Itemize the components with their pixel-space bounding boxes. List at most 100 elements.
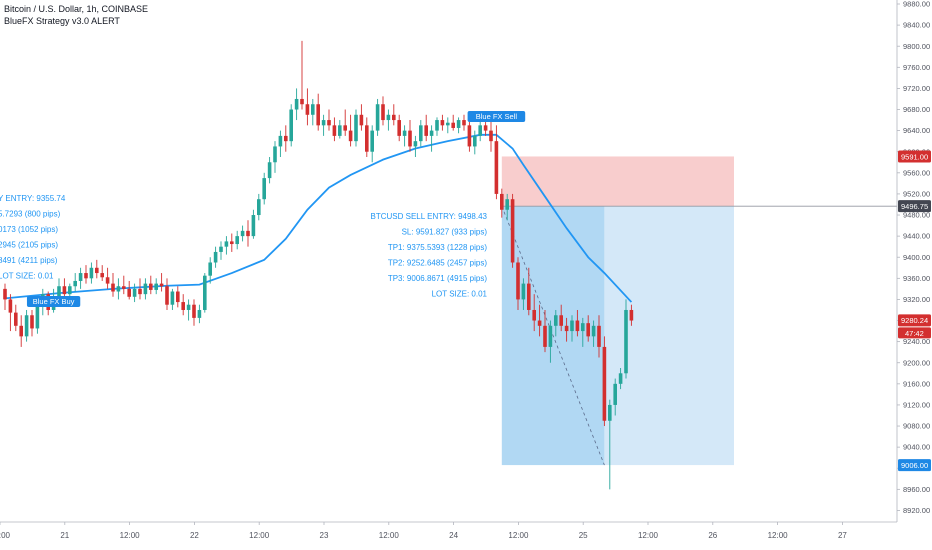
candle-body	[289, 109, 293, 142]
x-tick-label: 21	[60, 531, 69, 540]
candle-body	[375, 104, 380, 131]
candle	[581, 317, 585, 347]
candle	[510, 193, 515, 268]
candle-body	[8, 299, 13, 313]
chart-title: Bitcoin / U.S. Dollar, 1h, COINBASE	[4, 4, 148, 14]
y-tick-label: 9360.00	[903, 274, 930, 283]
candle-body	[516, 262, 520, 300]
candle	[89, 262, 94, 284]
candle-body	[311, 104, 315, 115]
y-tick-label: 9200.00	[903, 358, 930, 367]
candle-body	[14, 312, 18, 326]
candle	[332, 117, 337, 142]
x-tick-label: 20:00	[0, 531, 11, 540]
candle-body	[602, 346, 607, 421]
candle-body	[381, 104, 385, 121]
candle-body	[440, 120, 445, 126]
candle	[564, 317, 569, 342]
candle	[618, 368, 623, 390]
candle-body	[35, 304, 40, 329]
price-badge	[898, 459, 931, 472]
buy-annotation-line: 8491 (4211 pips)	[0, 256, 58, 265]
y-tick-label: 9880.00	[903, 0, 930, 9]
candle	[500, 188, 504, 218]
candle-body	[224, 241, 229, 247]
candle	[608, 399, 612, 490]
candle-body	[321, 120, 326, 126]
candle	[267, 156, 272, 184]
candle	[516, 257, 520, 310]
candle-body	[192, 304, 196, 318]
candle	[122, 275, 126, 295]
price-axis-bg	[897, 0, 932, 550]
candle	[354, 109, 358, 147]
candle	[278, 130, 283, 157]
candle	[397, 114, 401, 142]
candle	[78, 267, 83, 289]
candle-body	[467, 125, 472, 147]
candle-body	[505, 199, 509, 210]
candle	[143, 278, 148, 300]
candle-body	[284, 135, 288, 142]
candle	[456, 117, 461, 134]
candle	[554, 309, 558, 337]
y-tick-label: 9800.00	[903, 42, 930, 51]
candle	[424, 114, 428, 142]
candle	[321, 114, 326, 136]
candle	[451, 114, 455, 131]
candle-body	[397, 120, 401, 136]
candle-body	[127, 288, 131, 297]
candle	[413, 135, 418, 157]
x-tick-label: 27	[838, 531, 847, 540]
y-tick-label: 9120.00	[903, 401, 930, 410]
candle	[95, 259, 99, 279]
candle-body	[203, 275, 207, 310]
candle	[230, 233, 234, 252]
candle	[478, 120, 482, 142]
candle-body	[581, 323, 585, 332]
candle-body	[597, 325, 601, 347]
candle-body	[500, 193, 504, 210]
candle-body	[408, 130, 412, 147]
candle-body	[273, 146, 277, 163]
candle-body	[424, 125, 428, 136]
candle-body	[278, 135, 283, 147]
candle	[559, 304, 563, 332]
candle	[197, 304, 202, 324]
x-tick-label: 22	[190, 531, 199, 540]
stop-loss-zone	[501, 156, 734, 207]
candle-body	[132, 288, 137, 297]
candle-body	[570, 320, 574, 332]
candle-body	[348, 130, 353, 142]
candle-body	[305, 104, 310, 115]
candle	[208, 257, 212, 284]
candle	[375, 98, 380, 136]
candle	[316, 93, 320, 131]
candle	[338, 120, 342, 139]
candle-body	[456, 120, 461, 128]
candle	[181, 294, 185, 316]
candle-body	[230, 241, 234, 245]
candle-body	[575, 320, 580, 332]
candle-body	[429, 130, 434, 136]
take-profit-zone-extended	[604, 206, 734, 466]
x-tick-label: 12:00	[638, 531, 659, 540]
candle-body	[608, 404, 612, 421]
candle-body	[446, 122, 450, 126]
candle	[402, 125, 407, 147]
candle	[408, 120, 412, 152]
candle-body	[143, 283, 148, 295]
y-tick-label: 9720.00	[903, 84, 930, 93]
x-tick-label: 25	[579, 531, 588, 540]
candle	[170, 288, 175, 310]
candle	[284, 125, 288, 152]
candle	[84, 265, 88, 284]
price-badge-label: 9591.00	[901, 152, 928, 161]
y-tick-label: 9760.00	[903, 63, 930, 72]
candle-body	[386, 114, 391, 121]
candle	[111, 273, 115, 297]
candle-body	[332, 125, 337, 136]
buy-annotation-line: 5.7293 (800 pips)	[0, 210, 61, 219]
candle	[176, 286, 180, 308]
